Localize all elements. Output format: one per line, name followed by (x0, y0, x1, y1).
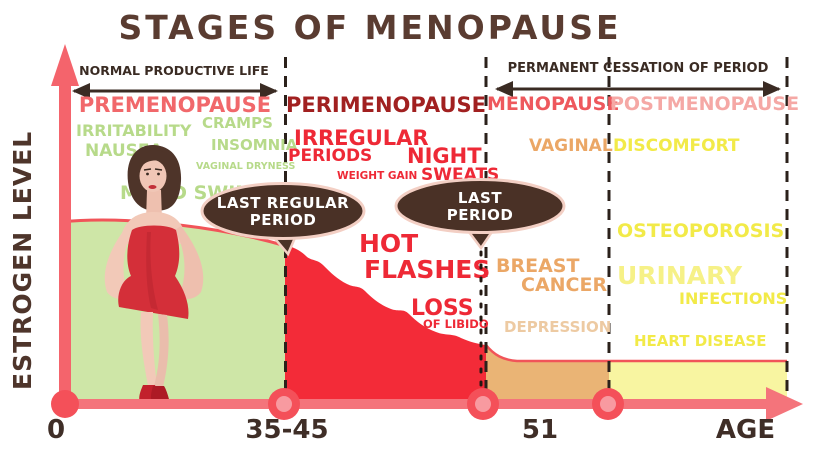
symptom-discomfort: DISCOMFORT (613, 136, 740, 156)
meno-post-area-outline (485, 344, 787, 363)
symptom-breast-cancer-line1: BREAST (496, 255, 580, 277)
symptom-osteoporosis: OSTEOPOROSIS (617, 220, 785, 242)
symptom-breast-cancer-line2: CANCER (521, 274, 608, 296)
callout-last-period (394, 178, 566, 251)
permanent-cessation-arrow (495, 81, 781, 97)
perimenopause-area (285, 245, 486, 403)
axis-dot-35-45 (268, 388, 300, 420)
symptom-urinary-infections-line1: URINARY (617, 261, 743, 290)
symptom-hot-flashes-line2: FLASHES (364, 255, 491, 284)
normal-productive-life-arrow (72, 83, 278, 99)
callout-last-regular-period (200, 182, 366, 257)
symptom-night-sweats-line1: NIGHT (407, 144, 482, 168)
symptom-vaginal: VAGINAL (529, 136, 613, 156)
symptom-insomnia: INSOMNIA (211, 136, 298, 154)
symptom-weight-gain: WEIGHT GAIN (337, 170, 418, 182)
x-axis (62, 387, 803, 421)
symptom-loss-of-libido-line1: LOSS (411, 296, 474, 321)
menopause-area (486, 345, 609, 403)
postmenopause-area (609, 361, 787, 403)
axis-dot-postmenopause (592, 388, 624, 420)
symptom-irregular-periods-line1: IRREGULAR (294, 126, 429, 150)
symptom-irregular-periods-line2: PERIODS (288, 146, 373, 166)
symptom-irritability: IRRITABILITY (76, 121, 192, 140)
y-axis (51, 44, 79, 406)
woman-illustration (104, 144, 204, 403)
symptom-urinary-infections-line2: INFECTIONS (679, 289, 788, 308)
symptom-heart-disease: HEART DISEASE (634, 332, 767, 350)
axis-dot-51 (467, 388, 499, 420)
symptom-cramps: CRAMPS (202, 114, 273, 132)
symptom-loss-of-libido-line2: OF LIBIDO (423, 317, 489, 331)
symptom-vaginal-dryness: VAGINAL DRYNESS (196, 161, 296, 172)
symptom-depression: DEPRESSION (504, 318, 612, 336)
axis-dot-origin (51, 390, 79, 418)
symptom-hot-flashes-line1: HOT (359, 229, 419, 258)
